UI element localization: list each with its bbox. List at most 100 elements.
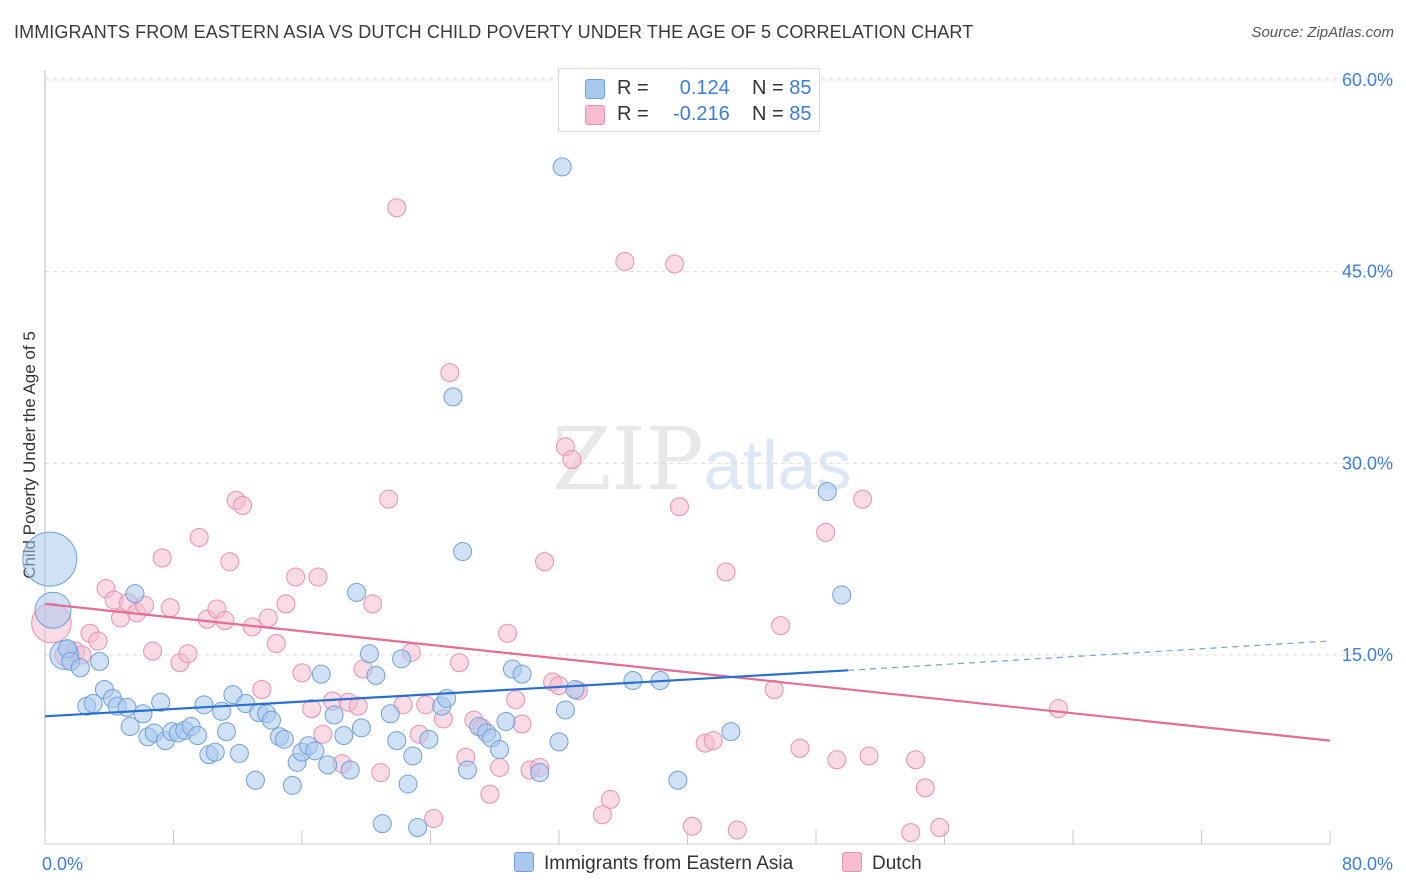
eastern-asia-trend-line (44, 669, 849, 718)
eastern-asia-point (125, 584, 145, 604)
eastern-asia-point (366, 665, 386, 685)
eastern-asia-point (34, 591, 72, 629)
legend-text-eastern-asia: R = 0.124 N = 85 (617, 77, 812, 100)
dutch-point (286, 567, 306, 587)
dutch-point (143, 641, 163, 661)
eastern-asia-point (133, 704, 153, 724)
dutch-point (292, 663, 312, 683)
dutch-point (258, 608, 278, 628)
eastern-asia-point (496, 711, 516, 731)
eastern-asia-point (340, 760, 360, 780)
eastern-asia-point (305, 741, 325, 761)
eastern-asia-point (205, 742, 225, 762)
eastern-asia-point (403, 746, 423, 766)
stats-legend: R = 0.124 N = 85 R = -0.216 N = 85 (558, 68, 820, 132)
dutch-point (498, 623, 518, 643)
eastern-asia-point (555, 700, 575, 720)
dutch-point (915, 778, 935, 798)
legend-n-label: N = (752, 103, 784, 125)
chart-title: IMMIGRANTS FROM EASTERN ASIA VS DUTCH CH… (14, 22, 974, 42)
bottom-legend-dutch: Dutch (842, 852, 922, 875)
eastern-asia-trend-extension (848, 640, 1331, 671)
dutch-trend-line (44, 602, 1331, 742)
x-tick-label: 80.0% (1342, 854, 1393, 874)
dutch-point (449, 653, 469, 673)
dutch-point (669, 497, 689, 517)
eastern-asia-point (453, 542, 473, 561)
eastern-asia-point (311, 664, 331, 684)
dutch-point (363, 594, 383, 614)
bottom-legend-swatch-pink (842, 852, 862, 872)
dutch-point (562, 450, 582, 469)
x-tick-label: 0.0% (42, 854, 83, 874)
eastern-asia-point (117, 697, 137, 717)
legend-n-value: 85 (789, 103, 812, 125)
y-tick-label: 60.0% (1342, 70, 1393, 90)
eastern-asia-point (261, 710, 281, 730)
dutch-point (535, 552, 555, 572)
eastern-asia-point (552, 157, 572, 177)
eastern-asia-point (194, 695, 214, 715)
dutch-point (276, 594, 296, 614)
dutch-point (816, 522, 836, 542)
dutch-point (313, 724, 333, 744)
eastern-asia-point (359, 644, 379, 664)
eastern-asia-point (372, 814, 392, 834)
eastern-asia-point (565, 680, 585, 699)
dutch-point (252, 680, 272, 699)
dutch-point (308, 567, 328, 587)
dutch-point (220, 552, 240, 572)
legend-text-dutch: R = -0.216 N = 85 (617, 103, 812, 126)
eastern-asia-point (351, 718, 371, 738)
dutch-point (906, 750, 926, 770)
dutch-point (424, 809, 444, 829)
dutch-point (379, 489, 399, 509)
eastern-asia-point (512, 664, 532, 684)
dutch-point (189, 527, 209, 547)
legend-swatch-blue (585, 79, 605, 99)
bottom-legend-swatch-blue (514, 852, 534, 872)
dutch-point (512, 714, 532, 734)
dutch-point (600, 789, 620, 809)
eastern-asia-point (530, 763, 550, 783)
y-tick-label: 30.0% (1342, 453, 1393, 473)
eastern-asia-point (623, 671, 643, 691)
eastern-asia-point (151, 692, 171, 712)
dutch-point (266, 634, 286, 653)
eastern-asia-point (419, 729, 439, 749)
dutch-point (665, 254, 685, 274)
dutch-point (859, 746, 879, 766)
eastern-asia-point (347, 582, 367, 602)
dutch-point (371, 763, 391, 783)
legend-r-value: -0.216 (673, 103, 730, 125)
dutch-point (790, 738, 810, 758)
legend-r-value: 0.124 (679, 77, 730, 99)
legend-swatch-pink (585, 105, 605, 125)
dutch-point (416, 695, 436, 715)
dutch-point (853, 489, 873, 509)
dutch-point (771, 616, 791, 636)
dutch-point (827, 750, 847, 770)
eastern-asia-point (398, 774, 418, 794)
y-tick-label: 15.0% (1342, 645, 1393, 665)
eastern-asia-point (668, 770, 688, 790)
legend-r-label: R = (617, 103, 649, 125)
eastern-asia-point (392, 649, 412, 669)
dutch-point (592, 805, 612, 825)
dutch-point (160, 598, 180, 618)
legend-n-value: 85 (789, 77, 812, 99)
eastern-asia-point (490, 740, 510, 760)
eastern-asia-point (457, 760, 477, 780)
eastern-asia-point (334, 726, 354, 745)
dutch-point (152, 548, 172, 568)
dutch-point (682, 816, 702, 836)
legend-r-label: R = (617, 77, 649, 99)
dutch-point (930, 818, 950, 837)
bottom-legend-eastern-asia: Immigrants from Eastern Asia (514, 852, 793, 875)
eastern-asia-point (282, 775, 302, 795)
dutch-point (703, 731, 723, 751)
eastern-asia-point (832, 585, 852, 605)
dutch-point (302, 699, 322, 719)
dutch-point (716, 562, 736, 582)
